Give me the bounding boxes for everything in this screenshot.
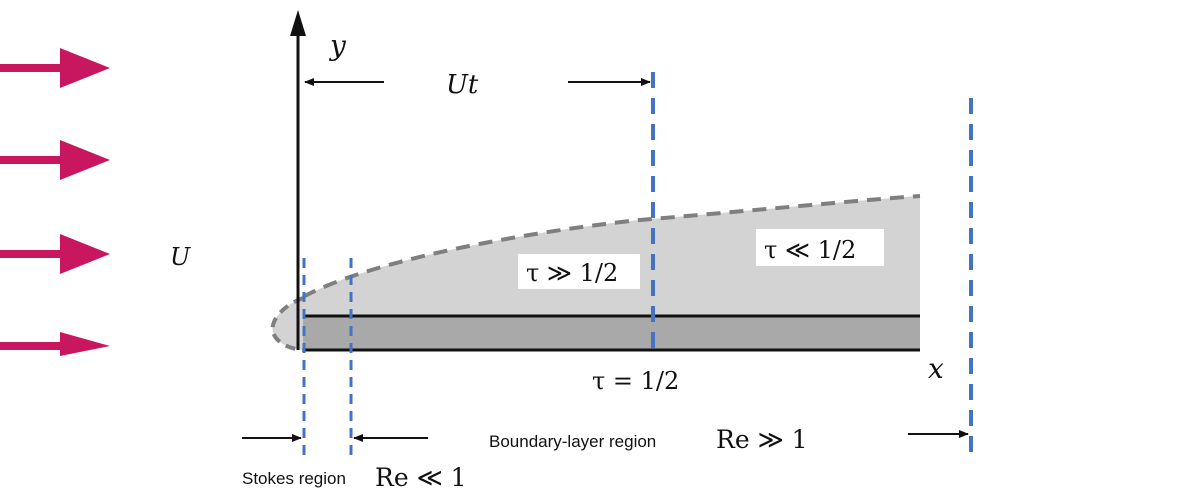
freestream-arrow (0, 48, 110, 88)
boundary-layer-edge (302, 194, 921, 299)
freestream-arrows (0, 48, 110, 356)
tau-large-label: τ ≫ 1/2 (526, 259, 618, 287)
boundary-re-label: Re ≫ 1 (716, 425, 808, 454)
y-axis-arrowhead (290, 10, 306, 36)
x-axis-label: x (928, 352, 944, 385)
distance-label: Ut (446, 70, 479, 100)
stokes-bulge (272, 298, 303, 350)
tau-large-box (518, 254, 640, 289)
y-axis-label: y (328, 29, 347, 62)
tau-half-label: τ = 1/2 (592, 367, 679, 395)
flat-plate (303, 316, 920, 350)
tau-small-label: τ ≪ 1/2 (764, 236, 856, 264)
freestream-arrow (0, 332, 110, 356)
stokes-region-label: Stokes region (242, 469, 346, 488)
freestream-label: U (170, 243, 191, 271)
freestream-arrow (0, 140, 110, 180)
boundary-region-label: Boundary-layer region (489, 432, 656, 451)
stokes-re-label: Re ≪ 1 (375, 463, 467, 492)
freestream-arrow (0, 234, 110, 274)
tau-small-box (756, 229, 884, 266)
stokes-edge (270, 296, 304, 352)
